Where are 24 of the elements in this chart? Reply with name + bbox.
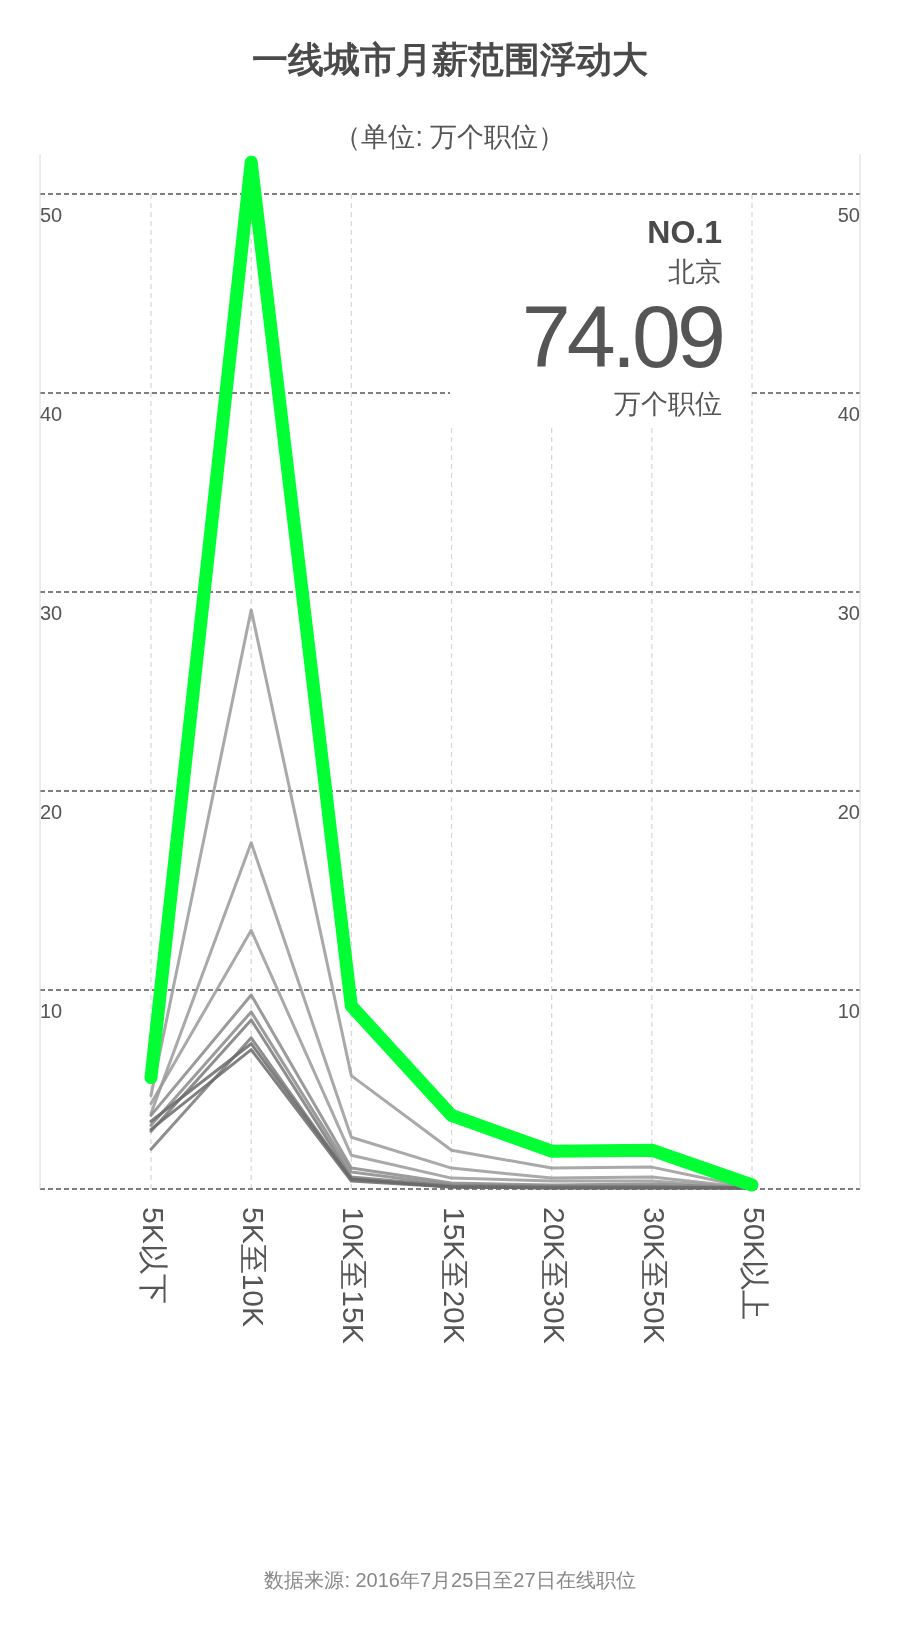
- chart-subtitle: （单位: 万个职位）: [334, 122, 566, 152]
- x-tick-label: 30K至50K: [637, 1207, 671, 1344]
- y2-tick-label: 20: [837, 801, 860, 823]
- annotation: 万个职位: [614, 389, 722, 419]
- y2-tick-label: 30: [837, 602, 860, 624]
- y2-tick-label: 40: [837, 403, 860, 425]
- annotation: 北京: [668, 257, 722, 287]
- y-tick-label: 40: [40, 403, 63, 425]
- y-tick-label: 50: [40, 204, 63, 226]
- x-tick-label: 15K至20K: [437, 1207, 471, 1344]
- chart-title: 一线城市月薪范围浮动大: [252, 39, 648, 80]
- x-tick-label: 10K至15K: [337, 1207, 371, 1344]
- x-tick-label: 5K以下: [137, 1207, 170, 1304]
- annotation: NO.1: [647, 214, 722, 250]
- annotation: 74.09: [521, 287, 723, 386]
- source-note: 数据来源: 2016年7月25日至27日在线职位: [264, 1569, 636, 1591]
- y2-tick-label: 50: [837, 204, 860, 226]
- y-tick-label: 10: [40, 1000, 63, 1022]
- x-tick-label: 50K以上: [738, 1207, 771, 1321]
- y-tick-label: 20: [40, 801, 63, 823]
- x-tick-label: 5K至10K: [237, 1207, 271, 1328]
- y2-tick-label: 10: [837, 1000, 860, 1022]
- x-tick-label: 20K至30K: [537, 1207, 571, 1344]
- y-tick-label: 30: [40, 602, 63, 624]
